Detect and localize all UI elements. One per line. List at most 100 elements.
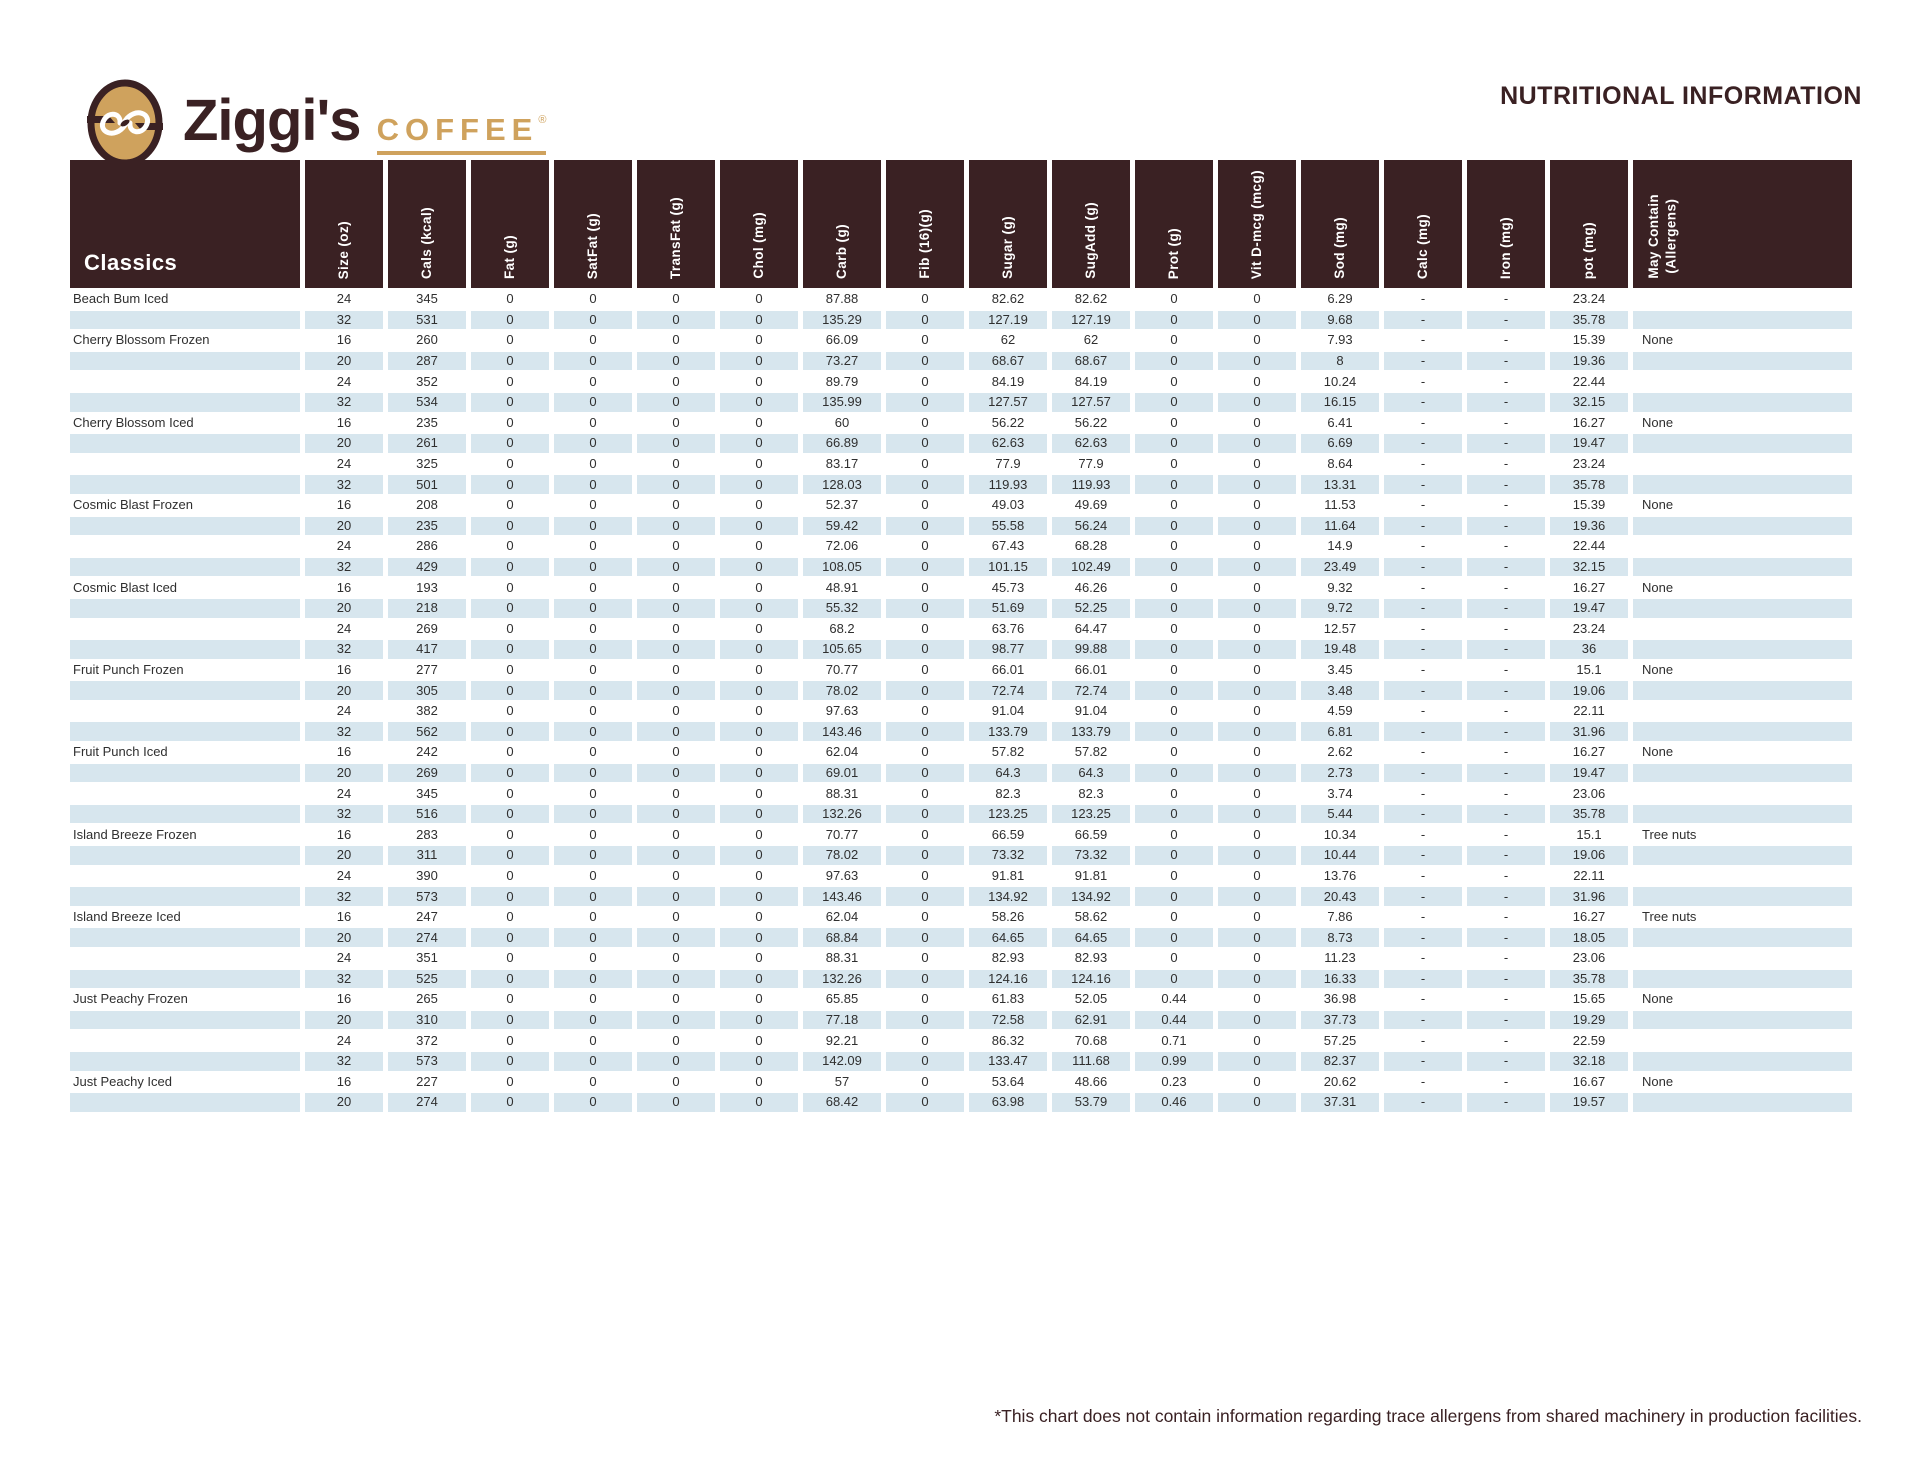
value-cell: 66.01: [1052, 660, 1130, 680]
value-cell: 0: [1218, 495, 1296, 515]
column-header-11: Vit D-mcg (mcg): [1218, 160, 1296, 288]
value-cell: 0: [554, 557, 632, 577]
value-cell: 0: [554, 1093, 632, 1112]
value-cell: 351: [388, 949, 466, 968]
value-cell: 0: [637, 784, 715, 803]
value-cell: 0: [1218, 1072, 1296, 1092]
value-cell: 0: [886, 640, 964, 659]
value-cell: 82.62: [969, 290, 1047, 309]
value-cell: 6.81: [1301, 722, 1379, 742]
table-row: 32 562 0 0 0 0 143.46 0 133.79 133.79 0 0 6.81- -31.9…: [70, 722, 1852, 742]
value-cell: 0: [886, 866, 964, 886]
value-cell: 20: [305, 598, 383, 618]
value-cell: 534: [388, 392, 466, 412]
value-cell: 16: [305, 907, 383, 927]
value-cell: 0: [471, 907, 549, 927]
value-cell: -: [1467, 557, 1545, 577]
value-cell: 124.16: [1052, 969, 1130, 989]
table-row: Island Breeze Iced 16 247 0 0 0 0 62.04 0 58.26 58…: [70, 907, 1852, 927]
value-cell: 0: [1218, 1031, 1296, 1050]
value-cell: 24: [305, 784, 383, 803]
value-cell: 0: [720, 475, 798, 494]
value-cell: 55.32: [803, 598, 881, 618]
value-cell: 0: [1135, 660, 1213, 680]
value-cell: 24: [305, 290, 383, 309]
value-cell: 0: [1218, 990, 1296, 1009]
value-cell: 19.47: [1550, 434, 1628, 453]
value-cell: 91.04: [969, 701, 1047, 721]
value-cell: -: [1384, 846, 1462, 865]
value-cell: -: [1467, 372, 1545, 391]
value-cell: -: [1384, 804, 1462, 824]
value-cell: -: [1467, 949, 1545, 968]
allergen-cell: [1633, 290, 1852, 309]
value-cell: 62.04: [803, 907, 881, 927]
value-cell: 8: [1301, 351, 1379, 371]
value-cell: 0: [886, 372, 964, 391]
value-cell: 49.03: [969, 495, 1047, 515]
value-cell: 0: [720, 537, 798, 556]
value-cell: 64.3: [1052, 763, 1130, 783]
value-cell: 24: [305, 866, 383, 886]
value-cell: 127.19: [1052, 310, 1130, 330]
value-cell: 0: [471, 434, 549, 453]
value-cell: 0: [1135, 290, 1213, 309]
value-cell: 0: [554, 495, 632, 515]
value-cell: 0: [1218, 578, 1296, 597]
value-cell: -: [1467, 990, 1545, 1009]
allergen-cell: [1633, 516, 1852, 536]
value-cell: 0: [554, 681, 632, 700]
value-cell: 132.26: [803, 969, 881, 989]
value-cell: 11.53: [1301, 495, 1379, 515]
value-cell: 32: [305, 640, 383, 659]
value-cell: 77.9: [969, 454, 1047, 474]
value-cell: 0: [1218, 1051, 1296, 1071]
value-cell: 0: [637, 454, 715, 474]
value-cell: -: [1467, 784, 1545, 803]
drink-name-cell: [70, 640, 300, 659]
allergen-cell: [1633, 1031, 1852, 1050]
value-cell: 0: [471, 557, 549, 577]
value-cell: 193: [388, 578, 466, 597]
value-cell: 0: [886, 392, 964, 412]
value-cell: 8.73: [1301, 928, 1379, 947]
value-cell: 0: [720, 681, 798, 700]
value-cell: 277: [388, 660, 466, 680]
value-cell: -: [1384, 866, 1462, 886]
value-cell: 0: [471, 310, 549, 330]
allergen-cell: None: [1633, 990, 1852, 1009]
value-cell: 0: [471, 701, 549, 721]
value-cell: 0: [1218, 701, 1296, 721]
value-cell: 227: [388, 1072, 466, 1092]
value-cell: 143.46: [803, 722, 881, 742]
value-cell: -: [1467, 475, 1545, 494]
value-cell: 261: [388, 434, 466, 453]
value-cell: 0: [637, 907, 715, 927]
value-cell: -: [1467, 434, 1545, 453]
value-cell: 0: [1218, 681, 1296, 700]
value-cell: 0: [1135, 454, 1213, 474]
allergen-cell: [1633, 804, 1852, 824]
value-cell: 0: [720, 640, 798, 659]
value-cell: 0: [471, 578, 549, 597]
column-header-label: pot (mg): [1581, 221, 1597, 279]
value-cell: 22.44: [1550, 372, 1628, 391]
table-row: Just Peachy Frozen 16 265 0 0 0 0 65.85 0 61.83 52…: [70, 990, 1852, 1009]
value-cell: 0: [1218, 413, 1296, 433]
value-cell: 0: [886, 804, 964, 824]
value-cell: 72.74: [1052, 681, 1130, 700]
category-header-cell: Classics: [70, 160, 300, 288]
value-cell: 9.32: [1301, 578, 1379, 597]
column-header-label: Sugar (g): [1000, 216, 1016, 279]
value-cell: 0: [720, 454, 798, 474]
nutrition-table-wrap: Classics Size (oz) Cals (kcal) Fat (g) SatF…: [65, 158, 1857, 1114]
drink-name-cell: [70, 516, 300, 536]
value-cell: 32: [305, 722, 383, 742]
value-cell: -: [1384, 949, 1462, 968]
column-header-5: Chol (mg): [720, 160, 798, 288]
allergen-cell: [1633, 392, 1852, 412]
value-cell: 15.1: [1550, 825, 1628, 845]
value-cell: 37.31: [1301, 1093, 1379, 1112]
table-row: 20 305 0 0 0 0 78.02 0 72.74 72.74 0 0 3.48- -19.06: [70, 681, 1852, 700]
value-cell: 98.77: [969, 640, 1047, 659]
